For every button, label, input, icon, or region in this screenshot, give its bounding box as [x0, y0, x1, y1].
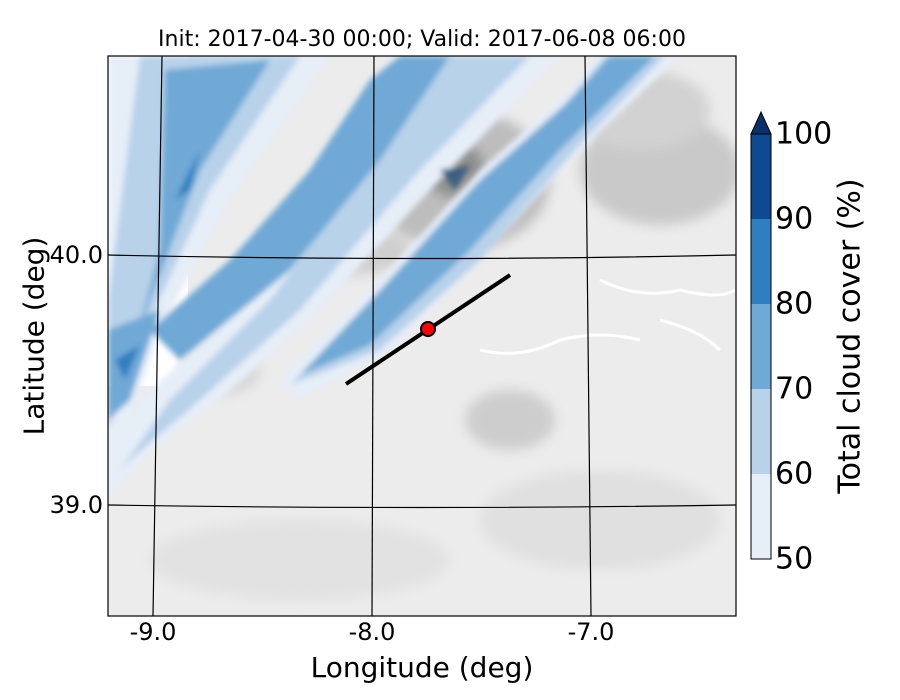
graticule	[108, 56, 736, 616]
rivers	[479, 278, 736, 355]
colorbar-tick-label: 50	[775, 541, 814, 577]
x-axis-label: Longitude (deg)	[310, 651, 534, 684]
map-area	[108, 56, 736, 616]
colorbar-label: Total cloud cover (%)	[832, 178, 868, 494]
colorbar-tick-label: 80	[775, 286, 814, 322]
colorbar-bin-70-80	[751, 304, 771, 389]
map-frame	[107, 55, 737, 617]
colorbar-tick-label: 70	[775, 371, 814, 407]
page-title: Init: 2017-04-30 00:00; Valid: 2017-06-0…	[158, 27, 686, 52]
x-tick-label: -7.0	[567, 618, 615, 646]
y-tick-label: 40.0	[49, 241, 103, 269]
colorbar-bin-80-90	[751, 219, 771, 304]
x-tick-label: -8.0	[348, 618, 396, 646]
colorbar-bin-50-60	[751, 474, 771, 559]
colorbar-bin-60-70	[751, 389, 771, 474]
y-tick-label: 39.0	[49, 491, 103, 519]
cloud-cover-bands	[108, 56, 680, 500]
colorbar-bin-90-100	[751, 134, 771, 219]
colorbar-tick-label: 100	[775, 116, 833, 152]
colorbar	[750, 110, 772, 560]
x-tick-label: -9.0	[129, 618, 177, 646]
location-marker	[420, 321, 436, 337]
colorbar-tick-label: 60	[775, 456, 814, 492]
colorbar-frame	[750, 133, 772, 560]
colorbar-tick-label: 90	[775, 201, 814, 237]
y-axis-label: Latitude (deg)	[17, 236, 51, 436]
colorbar-extend-arrow	[750, 110, 772, 135]
